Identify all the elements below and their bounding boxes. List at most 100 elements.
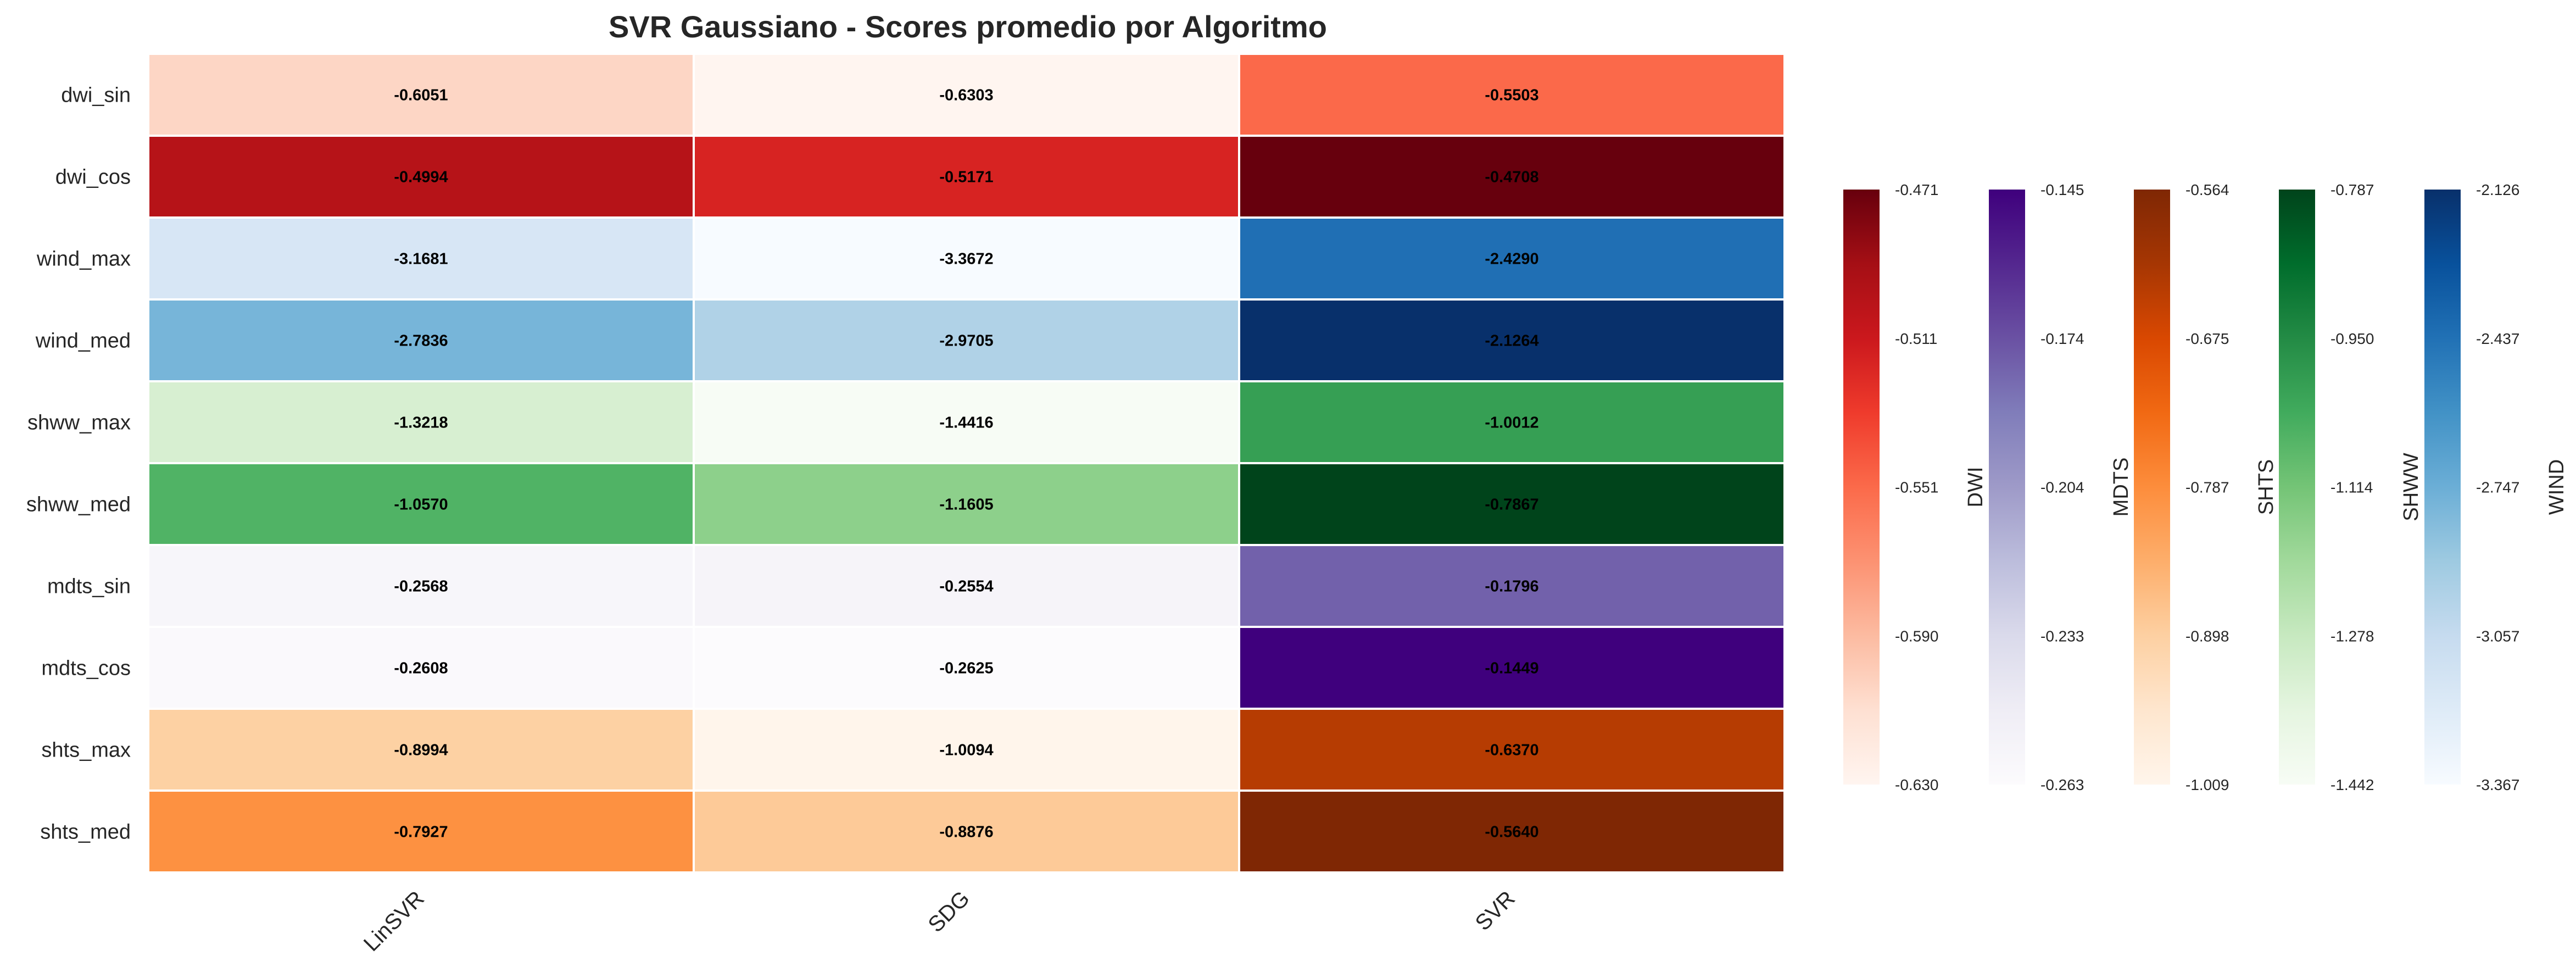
- cell-value-label: -0.4708: [1485, 169, 1538, 186]
- column-label: SDG: [923, 886, 974, 937]
- cell-value-label: -0.8994: [394, 742, 448, 759]
- cell-value-label: -0.2608: [394, 660, 448, 677]
- colorbar-wind: [2424, 190, 2461, 785]
- cell-value-label: -0.2554: [939, 578, 993, 596]
- heatmap-cell: [147, 544, 695, 628]
- cell-value-label: -0.5171: [939, 169, 993, 186]
- cell-value-label: -1.1605: [939, 496, 993, 514]
- row-label: mdts_sin: [47, 575, 131, 598]
- colorbar-tick-label: -0.204: [2040, 479, 2084, 496]
- heatmap-cell: [147, 626, 695, 710]
- colorbar-shww: [2279, 190, 2315, 785]
- heatmap-cell: [693, 544, 1240, 628]
- heatmap-cell: [1238, 53, 1786, 137]
- row-label: dwi_sin: [61, 84, 131, 107]
- cell-value-label: -3.1681: [394, 251, 448, 268]
- colorbar-label: DWI: [1964, 467, 1987, 508]
- colorbar-tick-label: -0.590: [1895, 627, 1938, 644]
- colorbar-tick-label: -0.787: [2185, 479, 2229, 496]
- cell-value-label: -0.5503: [1485, 87, 1538, 104]
- heatmap-cell-labels: -0.6051 -0.6303 -0.5503 -0.4994 -0.5171 -0.47…: [394, 87, 1538, 841]
- cell-value-label: -1.0094: [939, 742, 993, 759]
- row-label: shww_max: [27, 412, 131, 435]
- row-label: shww_med: [26, 493, 131, 516]
- cell-value-label: -2.9705: [939, 332, 993, 350]
- colorbar-tick-label: -2.437: [2476, 330, 2519, 347]
- colorbar-tick-label: -0.675: [2185, 330, 2229, 347]
- heatmap-cell: [693, 216, 1240, 301]
- cell-value-label: -2.1264: [1485, 332, 1538, 350]
- heatmap-cell: [693, 789, 1240, 874]
- colorbar-tick-label: -0.145: [2040, 181, 2084, 198]
- colorbars: -0.471 -0.511 -0.551 -0.590 -0.630 DWI -0.145 -…: [1843, 181, 2568, 793]
- colorbar-label: WIND: [2545, 459, 2568, 515]
- cell-value-label: -1.4416: [939, 414, 993, 432]
- heatmap-cell: [1238, 462, 1786, 546]
- colorbar-tick-label: -0.551: [1895, 479, 1938, 496]
- colorbar-label: MDTS: [2110, 458, 2133, 517]
- cell-value-label: -0.5640: [1485, 824, 1538, 841]
- heatmap-cell: [693, 462, 1240, 546]
- colorbar-tick-label: -0.174: [2040, 330, 2084, 347]
- heatmap-cells: [147, 53, 1786, 874]
- colorbar-tick-label: -0.787: [2330, 181, 2374, 198]
- row-label: mdts_cos: [41, 657, 131, 680]
- colorbar-tick-label: -0.233: [2040, 627, 2084, 644]
- column-label: LinSVR: [359, 886, 429, 956]
- heatmap-cell: [1238, 380, 1786, 464]
- heatmap-cell: [693, 53, 1240, 137]
- heatmap-cell: [1238, 789, 1786, 874]
- column-label: SVR: [1471, 886, 1520, 935]
- cell-value-label: -0.1449: [1485, 660, 1538, 677]
- colorbar-tick-label: -3.367: [2476, 776, 2519, 793]
- heatmap-cell: [147, 135, 695, 219]
- colorbar-tick-label: -1.009: [2185, 776, 2229, 793]
- colorbar-label: SHWW: [2400, 453, 2423, 521]
- colorbar-dwi: [1843, 190, 1880, 785]
- cell-value-label: -0.2625: [939, 660, 993, 677]
- cell-value-label: -0.7867: [1485, 496, 1538, 514]
- heatmap-cell: [1238, 298, 1786, 382]
- heatmap-cell: [147, 53, 695, 137]
- colorbar-tick-label: -2.126: [2476, 181, 2519, 198]
- cell-value-label: -1.3218: [394, 414, 448, 432]
- colorbar-tick-label: -3.057: [2476, 627, 2519, 644]
- heatmap-cell: [693, 626, 1240, 710]
- colorbar-tick-label: -0.471: [1895, 181, 1938, 198]
- colorbar-tick-label: -2.747: [2476, 479, 2519, 496]
- row-labels: dwi_sin dwi_cos wind_max wind_med shww_maxsh…: [26, 84, 131, 844]
- heatmap-cell: [147, 298, 695, 382]
- heatmap-cell: [147, 462, 695, 546]
- cell-value-label: -2.7836: [394, 332, 448, 350]
- colorbar-tick-label: -1.442: [2330, 776, 2374, 793]
- cell-value-label: -1.0012: [1485, 414, 1538, 432]
- cell-value-label: -0.6303: [939, 87, 993, 104]
- colorbar-tick-label: -0.898: [2185, 627, 2229, 644]
- cell-value-label: -0.7927: [394, 824, 448, 841]
- heatmap-cell: [693, 380, 1240, 464]
- colorbar-label: SHTS: [2255, 459, 2278, 515]
- column-labels: LinSVR SDG SVR: [359, 886, 1520, 956]
- row-label: wind_max: [36, 248, 131, 271]
- heatmap-cell: [147, 789, 695, 874]
- colorbar-tick-label: -0.564: [2185, 181, 2229, 198]
- colorbar-mdts: [1989, 190, 2025, 785]
- cell-value-label: -0.2568: [394, 578, 448, 596]
- colorbar-shts: [2134, 190, 2170, 785]
- colorbar-tick-label: -0.630: [1895, 776, 1938, 793]
- colorbar-tick-label: -0.263: [2040, 776, 2084, 793]
- colorbar-tick-label: -1.114: [2330, 479, 2373, 496]
- cell-value-label: -0.4994: [394, 169, 448, 186]
- cell-value-label: -1.0570: [394, 496, 448, 514]
- cell-value-label: -0.6370: [1485, 742, 1538, 759]
- heatmap-cell: [1238, 626, 1786, 710]
- heatmap-cell: [147, 708, 695, 792]
- row-label: shts_max: [41, 739, 131, 762]
- heatmap-cell: [1238, 135, 1786, 219]
- colorbar-tick-label: -1.278: [2330, 627, 2374, 644]
- colorbar-tick-label: -0.511: [1895, 330, 1937, 347]
- row-label: shts_med: [40, 821, 131, 844]
- cell-value-label: -0.8876: [939, 824, 993, 841]
- chart-title: SVR Gaussiano - Scores promedio por Algo…: [609, 9, 1327, 44]
